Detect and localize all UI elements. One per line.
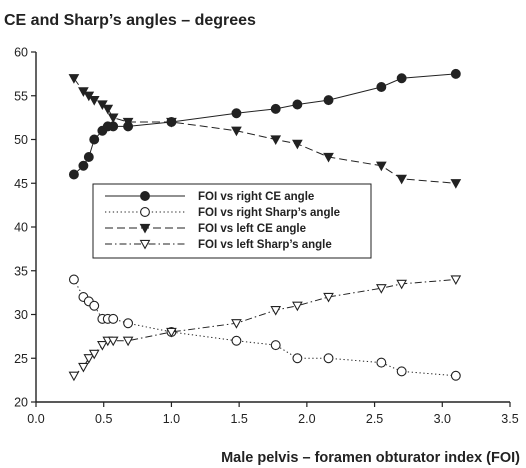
data-point <box>231 126 242 137</box>
data-point <box>270 306 282 316</box>
series-line <box>73 73 456 175</box>
series-4 <box>68 275 462 382</box>
legend-marker <box>140 207 150 217</box>
data-point <box>89 134 100 145</box>
data-point <box>292 301 303 312</box>
y-tick-label: 55 <box>14 89 28 103</box>
data-point <box>231 319 242 329</box>
data-point <box>166 117 177 128</box>
legend: FOI vs right CE angle FOI vs right Sharp’… <box>92 183 372 259</box>
data-point <box>396 73 407 84</box>
data-point <box>231 108 242 119</box>
y-tick-label: 25 <box>14 352 28 366</box>
data-point <box>292 353 303 364</box>
data-point <box>396 366 407 377</box>
x-tick-label: 3.0 <box>434 412 451 426</box>
legend-label: FOI vs right CE angle <box>198 191 314 203</box>
axes-ticks: 0.0 0.5 1.0 1.5 2.0 2.5 3.0 3.5 20 25 30 35 40 45 50 55… <box>14 46 519 427</box>
data-point <box>166 327 177 338</box>
legend-label: FOI vs right Sharp’s angle <box>198 207 340 219</box>
data-point <box>396 174 407 185</box>
legend-marker <box>139 239 151 250</box>
legend-marker <box>140 191 150 201</box>
data-point <box>122 336 134 347</box>
x-tick-label: 2.0 <box>298 412 315 426</box>
data-point <box>376 161 387 172</box>
data-point <box>270 135 282 146</box>
legend-entry: FOI vs left CE angle <box>105 223 306 235</box>
data-point <box>323 292 334 303</box>
data-point <box>83 152 94 162</box>
data-point <box>108 121 119 132</box>
data-point <box>102 104 114 115</box>
data-point <box>107 336 119 347</box>
data-point <box>450 179 462 189</box>
series-line <box>73 77 456 184</box>
legend-label: FOI vs left CE angle <box>198 223 306 235</box>
y-tick-label: 35 <box>14 264 28 278</box>
series-line <box>73 279 456 377</box>
data-point <box>108 313 119 324</box>
x-tick-label: 2.5 <box>366 412 383 426</box>
data-point <box>292 139 303 150</box>
series-1 <box>68 68 461 180</box>
y-tick-label: 30 <box>14 308 28 322</box>
data-point <box>68 371 80 382</box>
data-point <box>270 340 281 351</box>
data-point <box>323 152 334 163</box>
x-tick-label: 0.5 <box>95 412 112 426</box>
legend-entry: FOI vs right CE angle <box>105 191 314 203</box>
series-2 <box>68 274 461 381</box>
chart-title: CE and Sharp’s angles – degrees <box>4 12 256 29</box>
x-tick-label: 1.0 <box>163 412 180 426</box>
y-tick-label: 45 <box>14 177 28 191</box>
series-line <box>73 279 456 377</box>
data-point <box>89 300 100 311</box>
data-point <box>376 357 387 368</box>
data-point <box>78 160 89 171</box>
legend-entry: FOI vs left Sharp’s angle <box>105 239 332 251</box>
data-point <box>376 82 387 92</box>
series-layer <box>68 68 462 382</box>
data-point <box>107 113 119 124</box>
data-point <box>231 335 242 346</box>
data-point <box>68 274 79 285</box>
data-point <box>270 103 281 114</box>
data-point <box>323 95 334 106</box>
data-point <box>450 370 461 381</box>
x-tick-label: 0.0 <box>27 412 44 426</box>
data-point <box>88 349 100 360</box>
data-point <box>68 169 79 180</box>
legend-entry: FOI vs right Sharp’s angle <box>105 207 340 219</box>
data-point <box>88 96 100 106</box>
data-point <box>292 99 303 110</box>
legend-label: FOI vs left Sharp’s angle <box>198 239 332 251</box>
data-point <box>450 275 462 286</box>
x-tick-label: 1.5 <box>230 412 247 426</box>
y-tick-label: 40 <box>14 221 28 235</box>
y-tick-label: 20 <box>14 396 28 410</box>
data-point <box>396 279 407 290</box>
data-point <box>323 353 334 364</box>
data-point <box>97 341 108 351</box>
x-tick-label: 3.5 <box>501 412 518 426</box>
data-point <box>122 117 134 128</box>
data-point <box>376 284 387 294</box>
data-point <box>450 68 461 79</box>
series-3 <box>68 74 462 189</box>
y-tick-label: 50 <box>14 133 28 147</box>
data-point <box>68 74 80 84</box>
data-point <box>83 354 95 364</box>
legend-marker <box>139 223 151 234</box>
y-tick-label: 60 <box>14 46 28 60</box>
x-axis-label: Male pelvis – foramen obturator index (F… <box>221 450 520 466</box>
data-point <box>123 318 134 329</box>
data-point <box>78 362 89 373</box>
